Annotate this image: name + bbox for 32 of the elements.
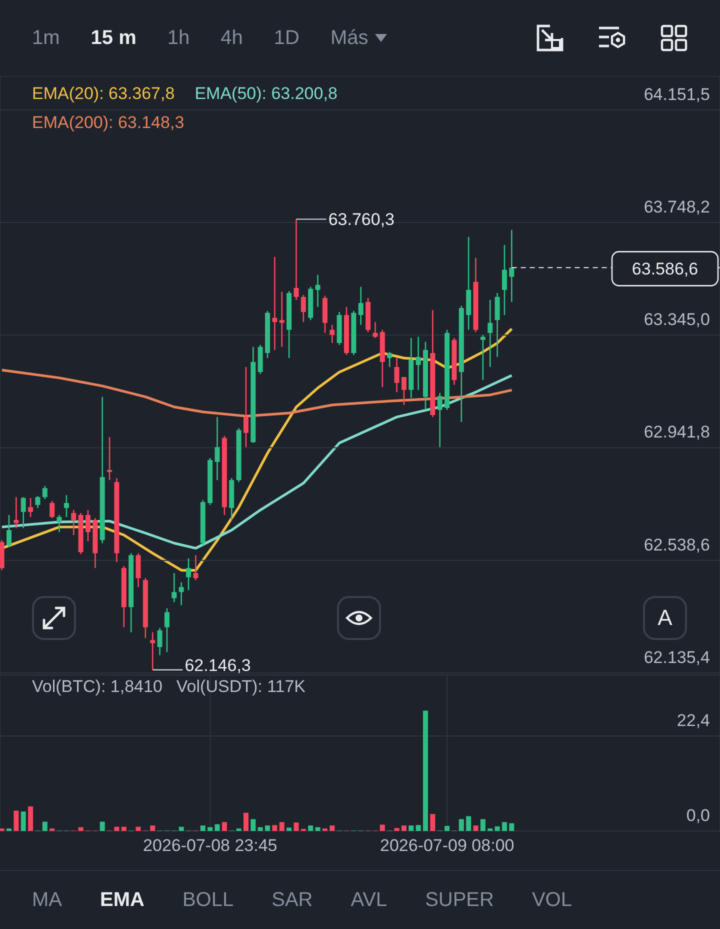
y-tick-label: 64.151,5 (644, 84, 710, 104)
y-tick-label: 22,4 (676, 711, 710, 730)
annotation: Vol(USDT): 117K (176, 677, 306, 697)
y-tick-label: 62.538,6 (644, 535, 710, 554)
text: 1D (274, 26, 300, 50)
text: SAR (272, 888, 313, 912)
y-tick-label: 63.345,0 (644, 310, 710, 330)
annotation: 62.146,3 (184, 656, 251, 675)
text: EMA(20): 63.367,8 (32, 84, 175, 104)
text: MA (32, 888, 62, 912)
y-tick-label: 62.135,4 (644, 648, 710, 667)
text: AVL (350, 888, 388, 912)
y-tick-label: 0,0 (686, 806, 710, 825)
x-tick-label: 2026-07-09 08:00 (380, 836, 514, 856)
text: 4h (220, 26, 243, 50)
x-tick-label: 2026-07-08 23:45 (143, 836, 278, 856)
text: EMA(200): 63.148,3 (32, 113, 184, 133)
text: 1m (32, 26, 60, 50)
text: SUPER (425, 888, 494, 912)
annotation: Vol(BTC): 1,8410 (32, 677, 162, 697)
text: BOLL (182, 888, 234, 912)
ref-line-label: 63.586,6 (632, 260, 698, 279)
round-button: A (643, 596, 687, 640)
text: EMA(50): 63.200,8 (194, 84, 338, 104)
y-tick-label: 63.748,2 (644, 198, 710, 217)
text: 1h (167, 26, 190, 50)
y-tick-label: 62.941,8 (644, 422, 710, 442)
text: Más (330, 26, 368, 50)
annotation: 63.760,3 (328, 210, 395, 230)
text: 15 m (90, 26, 136, 50)
text: VOL (532, 888, 572, 912)
text: EMA (100, 888, 144, 912)
